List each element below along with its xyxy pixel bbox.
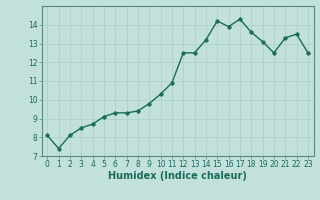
X-axis label: Humidex (Indice chaleur): Humidex (Indice chaleur) [108, 171, 247, 181]
